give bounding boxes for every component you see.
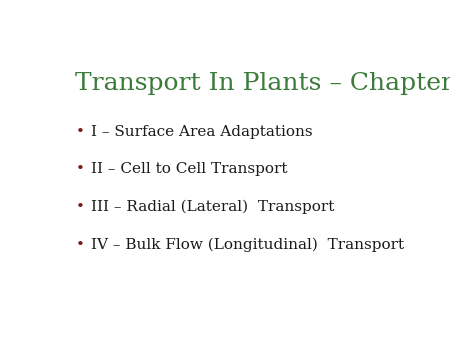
Text: II – Cell to Cell Transport: II – Cell to Cell Transport bbox=[91, 162, 288, 176]
Text: •: • bbox=[76, 238, 85, 252]
Text: III – Radial (Lateral)  Transport: III – Radial (Lateral) Transport bbox=[91, 200, 334, 214]
Text: IV – Bulk Flow (Longitudinal)  Transport: IV – Bulk Flow (Longitudinal) Transport bbox=[91, 238, 404, 252]
Text: •: • bbox=[76, 162, 85, 176]
Text: I – Surface Area Adaptations: I – Surface Area Adaptations bbox=[91, 125, 313, 139]
Text: •: • bbox=[76, 200, 85, 214]
Text: Transport In Plants – Chapter 36: Transport In Plants – Chapter 36 bbox=[76, 72, 450, 95]
Text: •: • bbox=[76, 125, 85, 139]
